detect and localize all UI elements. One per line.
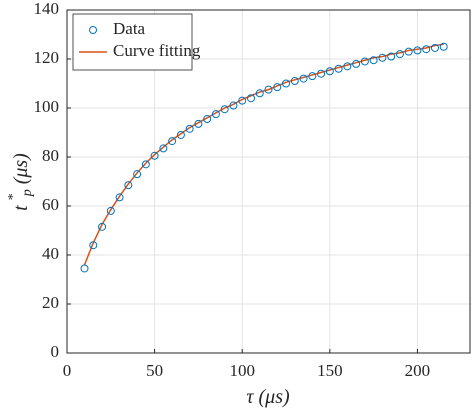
data-point — [124, 181, 133, 190]
y-tick-label: 0 — [51, 342, 60, 361]
data-point — [387, 52, 396, 61]
data-point — [133, 170, 142, 179]
data-point — [378, 53, 387, 62]
data-point — [229, 101, 238, 110]
data-point — [334, 64, 343, 73]
data-point — [404, 47, 413, 56]
x-axis-label: τ (μs) — [246, 386, 290, 408]
y-label-sub: p — [20, 189, 35, 197]
x-label-symbol: τ — [246, 386, 254, 408]
x-tick-label: 200 — [405, 361, 431, 380]
y-tick-label: 40 — [42, 244, 59, 263]
data-point — [185, 124, 194, 133]
data-point — [89, 241, 98, 250]
data-point — [246, 94, 255, 103]
data-point — [352, 59, 361, 68]
x-tick-label: 0 — [63, 361, 72, 380]
data-point — [343, 62, 352, 71]
x-tick-label: 50 — [146, 361, 163, 380]
data-point — [273, 83, 282, 92]
data-point — [80, 264, 89, 273]
data-point — [141, 160, 150, 169]
data-point — [360, 57, 369, 66]
data-point — [168, 137, 177, 146]
y-tick-label: 60 — [42, 195, 59, 214]
legend-label: Data — [113, 19, 146, 38]
y-tick-label: 80 — [42, 146, 59, 165]
data-point — [308, 72, 317, 81]
data-point — [290, 77, 299, 86]
data-point — [150, 151, 159, 160]
data-point — [422, 45, 431, 54]
data-point — [282, 79, 291, 88]
data-point — [264, 85, 273, 94]
y-label-sup: * — [6, 193, 21, 200]
legend-box — [72, 13, 193, 71]
x-label-unit: (μs) — [259, 386, 290, 408]
fit-line — [83, 43, 444, 266]
data-point — [238, 96, 247, 105]
legend-marker — [89, 26, 97, 34]
data-point — [299, 74, 308, 83]
y-tick-label: 100 — [34, 97, 60, 116]
data-point — [176, 130, 185, 139]
y-tick-label: 140 — [34, 0, 60, 18]
axes-box — [66, 9, 471, 354]
y-tick-label: 20 — [42, 293, 59, 312]
data-point — [115, 193, 124, 202]
data-point — [325, 67, 334, 76]
data-point — [413, 46, 422, 55]
data-point — [255, 89, 264, 98]
data-point — [369, 56, 378, 65]
y-tick-label: 120 — [34, 48, 60, 67]
legend-label: Curve fitting — [113, 41, 201, 60]
y-label-base: t — [10, 205, 32, 211]
data-point — [159, 144, 168, 153]
data-point — [98, 222, 107, 231]
data-point — [194, 119, 203, 128]
data-point — [317, 69, 326, 78]
data-point — [395, 50, 404, 59]
data-point — [106, 206, 115, 215]
data-point — [220, 105, 229, 114]
data-point — [203, 115, 212, 124]
y-label-unit: (μs) — [10, 153, 32, 184]
x-tick-label: 150 — [317, 361, 343, 380]
data-point — [211, 110, 220, 119]
data-point — [439, 42, 448, 51]
y-axis-label: t * p (μs) — [2, 153, 38, 211]
data-point — [430, 43, 439, 52]
x-tick-label: 100 — [229, 361, 255, 380]
